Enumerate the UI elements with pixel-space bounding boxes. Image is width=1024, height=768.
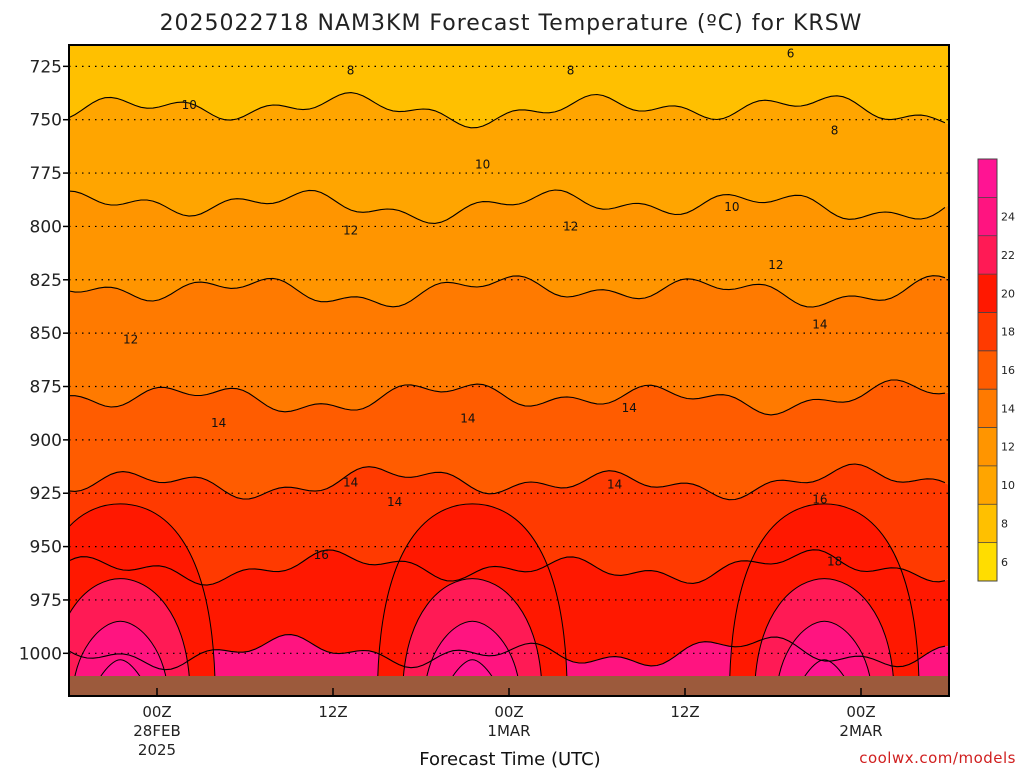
colorbar-swatch xyxy=(978,274,997,313)
colorbar-frame xyxy=(977,158,998,582)
contour-lines xyxy=(69,92,946,671)
contour-label: 12 xyxy=(123,333,138,347)
temperature-bands xyxy=(69,45,949,696)
colorbar-label: 10 xyxy=(1001,479,1015,492)
colorbar-label: 16 xyxy=(1001,364,1015,377)
colorbar-swatch xyxy=(978,465,997,505)
temperature-band xyxy=(69,275,949,415)
colorbar-swatch xyxy=(978,427,997,467)
y-tick-label: 975 xyxy=(30,591,62,611)
x-tick-label: 00Z xyxy=(142,703,171,721)
contour-line xyxy=(69,92,946,129)
colorbar-swatch xyxy=(978,197,997,237)
contour-label: 14 xyxy=(607,478,622,492)
y-tick-label: 850 xyxy=(30,324,62,344)
contour-label: 12 xyxy=(563,219,578,233)
contour-label: 14 xyxy=(460,412,475,426)
x-tick-label: 12Z xyxy=(318,703,347,721)
y-tick-label: 950 xyxy=(30,538,62,558)
pressure-axis: 725 750 775 800 825 850 875 900 925 950 975 1000 xyxy=(19,57,69,664)
contour-label: 8 xyxy=(347,64,355,78)
contour-line xyxy=(69,275,946,308)
contour-label: 14 xyxy=(812,318,827,332)
contour-label: 14 xyxy=(211,416,226,430)
plot-area xyxy=(69,45,949,696)
colorbar-label: 6 xyxy=(1001,556,1008,569)
contour-label: 16 xyxy=(812,493,827,507)
colorbar-swatch xyxy=(978,542,997,582)
y-tick-label: 825 xyxy=(30,271,62,291)
colorbar: 6 8 10 12 14 16 18 20 22 24 xyxy=(977,158,1015,582)
contour-label: 18 xyxy=(827,555,842,569)
contour-line xyxy=(69,189,946,224)
x-tick-label: 00Z xyxy=(846,703,875,721)
contour-label: 6 xyxy=(787,47,795,61)
colorbar-label: 22 xyxy=(1001,249,1015,262)
contour-label: 16 xyxy=(314,548,329,562)
contour-label: 14 xyxy=(622,401,637,415)
temperature-band xyxy=(69,379,949,500)
colorbar-swatch xyxy=(978,389,997,429)
colorbar-swatch xyxy=(978,350,997,390)
x-tick-label: 28FEB xyxy=(133,722,180,740)
colorbar-swatch xyxy=(978,235,997,275)
ground-layer xyxy=(69,676,949,696)
y-tick-label: 875 xyxy=(30,378,62,398)
x-tick-label: 2MAR xyxy=(839,722,882,740)
contour-label: 14 xyxy=(387,495,402,509)
contour-labels: 8 8 6 8 10 10 10 12 12 12 12 14 14 14 14 14 14 14 16 16 18 xyxy=(123,47,842,569)
contour-label: 14 xyxy=(343,476,358,490)
contour-label: 12 xyxy=(343,224,358,238)
x-tick-label: 12Z xyxy=(670,703,699,721)
colorbar-swatch xyxy=(978,159,997,198)
colorbar-label: 14 xyxy=(1001,402,1015,415)
y-tick-label: 1000 xyxy=(19,644,62,664)
contour-line xyxy=(69,463,946,501)
credit-text: coolwx.com/models xyxy=(859,749,1016,767)
contour-line xyxy=(69,634,946,671)
y-tick-label: 725 xyxy=(30,57,62,77)
x-tick-label: 1MAR xyxy=(487,722,530,740)
temperature-band xyxy=(69,92,949,224)
x-tick-label: 00Z xyxy=(494,703,523,721)
contour-label: 8 xyxy=(567,64,575,78)
contour-label: 8 xyxy=(831,123,839,137)
colorbar-label: 8 xyxy=(1001,517,1008,530)
chart-title: 2025022718 NAM3KM Forecast Temperature (… xyxy=(160,11,863,36)
contour-label: 10 xyxy=(182,98,197,112)
colorbar-label: 18 xyxy=(1001,326,1015,339)
colorbar-label: 24 xyxy=(1001,211,1015,224)
temperature-band xyxy=(69,189,949,307)
contour-label: 10 xyxy=(724,200,739,214)
colorbar-swatch xyxy=(978,312,997,352)
y-tick-label: 925 xyxy=(30,484,62,504)
x-tick-label: 2025 xyxy=(138,741,176,759)
y-tick-label: 800 xyxy=(30,217,62,237)
contour-label: 12 xyxy=(768,258,783,272)
warm-pockets xyxy=(69,503,920,696)
y-tick-label: 900 xyxy=(30,431,62,451)
contour-label: 10 xyxy=(475,158,490,172)
contour-line xyxy=(69,379,946,416)
contour-line xyxy=(69,549,946,586)
colorbar-label: 12 xyxy=(1001,441,1015,454)
x-axis-title: Forecast Time (UTC) xyxy=(419,749,600,768)
colorbar-swatch xyxy=(978,504,997,544)
y-tick-label: 750 xyxy=(30,111,62,131)
colorbar-label: 20 xyxy=(1001,287,1015,300)
y-tick-label: 775 xyxy=(30,164,62,184)
